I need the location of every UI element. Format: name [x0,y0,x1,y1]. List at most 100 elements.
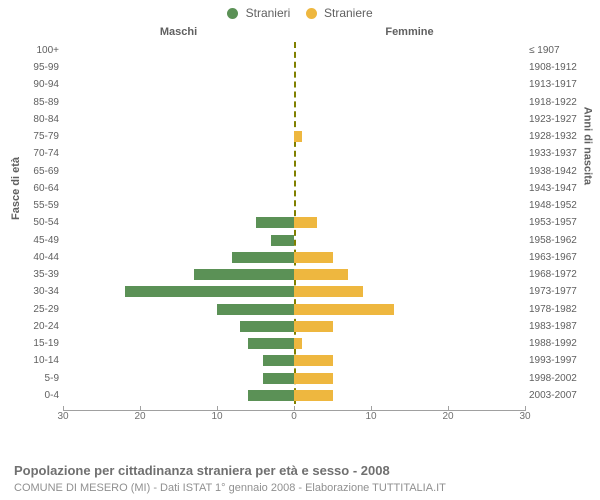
birth-label-right: 1983-1987 [529,318,599,335]
bar-male [194,269,294,280]
age-label-left: 70-74 [0,145,59,162]
bar-female [294,269,348,280]
legend-dot-male [227,8,238,19]
plot-area: Maschi Femmine 100+≤ 190795-991908-19129… [63,26,525,426]
x-axis: 3020100102030 [63,410,525,425]
birth-label-right: 1998-2002 [529,370,599,387]
population-pyramid-chart: Stranieri Straniere Fasce di età Anni di… [0,0,600,500]
data-row: 10-141993-1997 [63,352,525,369]
birth-label-right: 1923-1927 [529,111,599,128]
birth-label-right: 1938-1942 [529,163,599,180]
age-label-left: 75-79 [0,128,59,145]
x-tick: 20 [428,411,468,422]
bar-female [294,373,333,384]
bar-female [294,131,302,142]
bar-male [263,373,294,384]
bar-male [232,252,294,263]
bar-female [294,338,302,349]
bar-female [294,217,317,228]
age-label-left: 90-94 [0,76,59,93]
age-label-left: 80-84 [0,111,59,128]
age-label-left: 30-34 [0,283,59,300]
data-row: 0-42003-2007 [63,387,525,404]
legend-item-male: Stranieri [227,6,290,20]
data-row: 60-641943-1947 [63,180,525,197]
data-row: 65-691938-1942 [63,163,525,180]
data-row: 55-591948-1952 [63,197,525,214]
age-label-left: 5-9 [0,370,59,387]
age-label-left: 50-54 [0,214,59,231]
data-row: 95-991908-1912 [63,59,525,76]
data-row: 5-91998-2002 [63,370,525,387]
birth-label-right: 1943-1947 [529,180,599,197]
bar-female [294,304,394,315]
data-row: 85-891918-1922 [63,94,525,111]
birth-label-right: 1953-1957 [529,214,599,231]
bar-female [294,252,333,263]
data-row: 30-341973-1977 [63,283,525,300]
birth-label-right: 2003-2007 [529,387,599,404]
birth-label-right: 1948-1952 [529,197,599,214]
age-label-left: 40-44 [0,249,59,266]
data-row: 45-491958-1962 [63,232,525,249]
bar-male [256,217,295,228]
age-label-left: 95-99 [0,59,59,76]
bar-male [263,355,294,366]
birth-label-right: 1993-1997 [529,352,599,369]
x-tick: 10 [197,411,237,422]
age-label-left: 10-14 [0,352,59,369]
legend-label-male: Stranieri [246,6,291,20]
birth-label-right: 1933-1937 [529,145,599,162]
birth-label-right: 1908-1912 [529,59,599,76]
data-row: 20-241983-1987 [63,318,525,335]
bar-female [294,286,363,297]
birth-label-right: 1958-1962 [529,232,599,249]
age-label-left: 65-69 [0,163,59,180]
bar-male [125,286,294,297]
data-row: 35-391968-1972 [63,266,525,283]
age-label-left: 20-24 [0,318,59,335]
bar-male [217,304,294,315]
data-row: 15-191988-1992 [63,335,525,352]
bar-male [248,390,294,401]
side-title-male: Maschi [63,26,294,38]
data-row: 50-541953-1957 [63,214,525,231]
data-row: 40-441963-1967 [63,249,525,266]
bar-male [271,235,294,246]
data-row: 100+≤ 1907 [63,42,525,59]
chart-title: Popolazione per cittadinanza straniera p… [14,463,390,478]
birth-label-right: 1928-1932 [529,128,599,145]
birth-label-right: 1968-1972 [529,266,599,283]
data-row: 80-841923-1927 [63,111,525,128]
age-label-left: 60-64 [0,180,59,197]
birth-label-right: 1978-1982 [529,301,599,318]
data-row: 70-741933-1937 [63,145,525,162]
age-label-left: 35-39 [0,266,59,283]
data-row: 75-791928-1932 [63,128,525,145]
chart-subtitle: COMUNE DI MESERO (MI) - Dati ISTAT 1° ge… [14,482,446,494]
age-label-left: 55-59 [0,197,59,214]
data-row: 25-291978-1982 [63,301,525,318]
legend-label-female: Straniere [324,6,373,20]
x-tick: 0 [274,411,314,422]
birth-label-right: 1918-1922 [529,94,599,111]
birth-label-right: 1913-1917 [529,76,599,93]
age-label-left: 15-19 [0,335,59,352]
data-row: 90-941913-1917 [63,76,525,93]
birth-label-right: 1988-1992 [529,335,599,352]
bar-male [240,321,294,332]
x-tick: 30 [505,411,545,422]
birth-label-right: 1963-1967 [529,249,599,266]
bar-female [294,390,333,401]
side-title-female: Femmine [294,26,525,38]
age-label-left: 85-89 [0,94,59,111]
bar-female [294,355,333,366]
x-tick: 10 [351,411,391,422]
age-label-left: 45-49 [0,232,59,249]
legend-item-female: Straniere [306,6,373,20]
legend: Stranieri Straniere [0,6,600,20]
legend-dot-female [306,8,317,19]
bar-male [248,338,294,349]
x-tick: 20 [120,411,160,422]
age-label-left: 25-29 [0,301,59,318]
